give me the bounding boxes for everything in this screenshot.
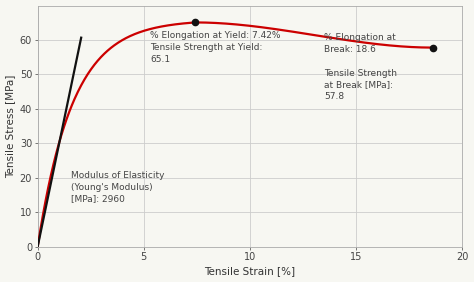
Y-axis label: Tensile Stress [MPa]: Tensile Stress [MPa]	[6, 74, 16, 178]
X-axis label: Tensile Strain [%]: Tensile Strain [%]	[204, 266, 295, 276]
Text: % Elongation at
Break: 18.6

Tensile Strength
at Break [MPa]:
57.8: % Elongation at Break: 18.6 Tensile Stre…	[324, 33, 397, 101]
Text: % Elongation at Yield: 7.42%
Tensile Strength at Yield:
65.1: % Elongation at Yield: 7.42% Tensile Str…	[150, 31, 281, 64]
Text: Modulus of Elasticity
(Young's Modulus)
[MPa]: 2960: Modulus of Elasticity (Young's Modulus) …	[71, 171, 164, 204]
